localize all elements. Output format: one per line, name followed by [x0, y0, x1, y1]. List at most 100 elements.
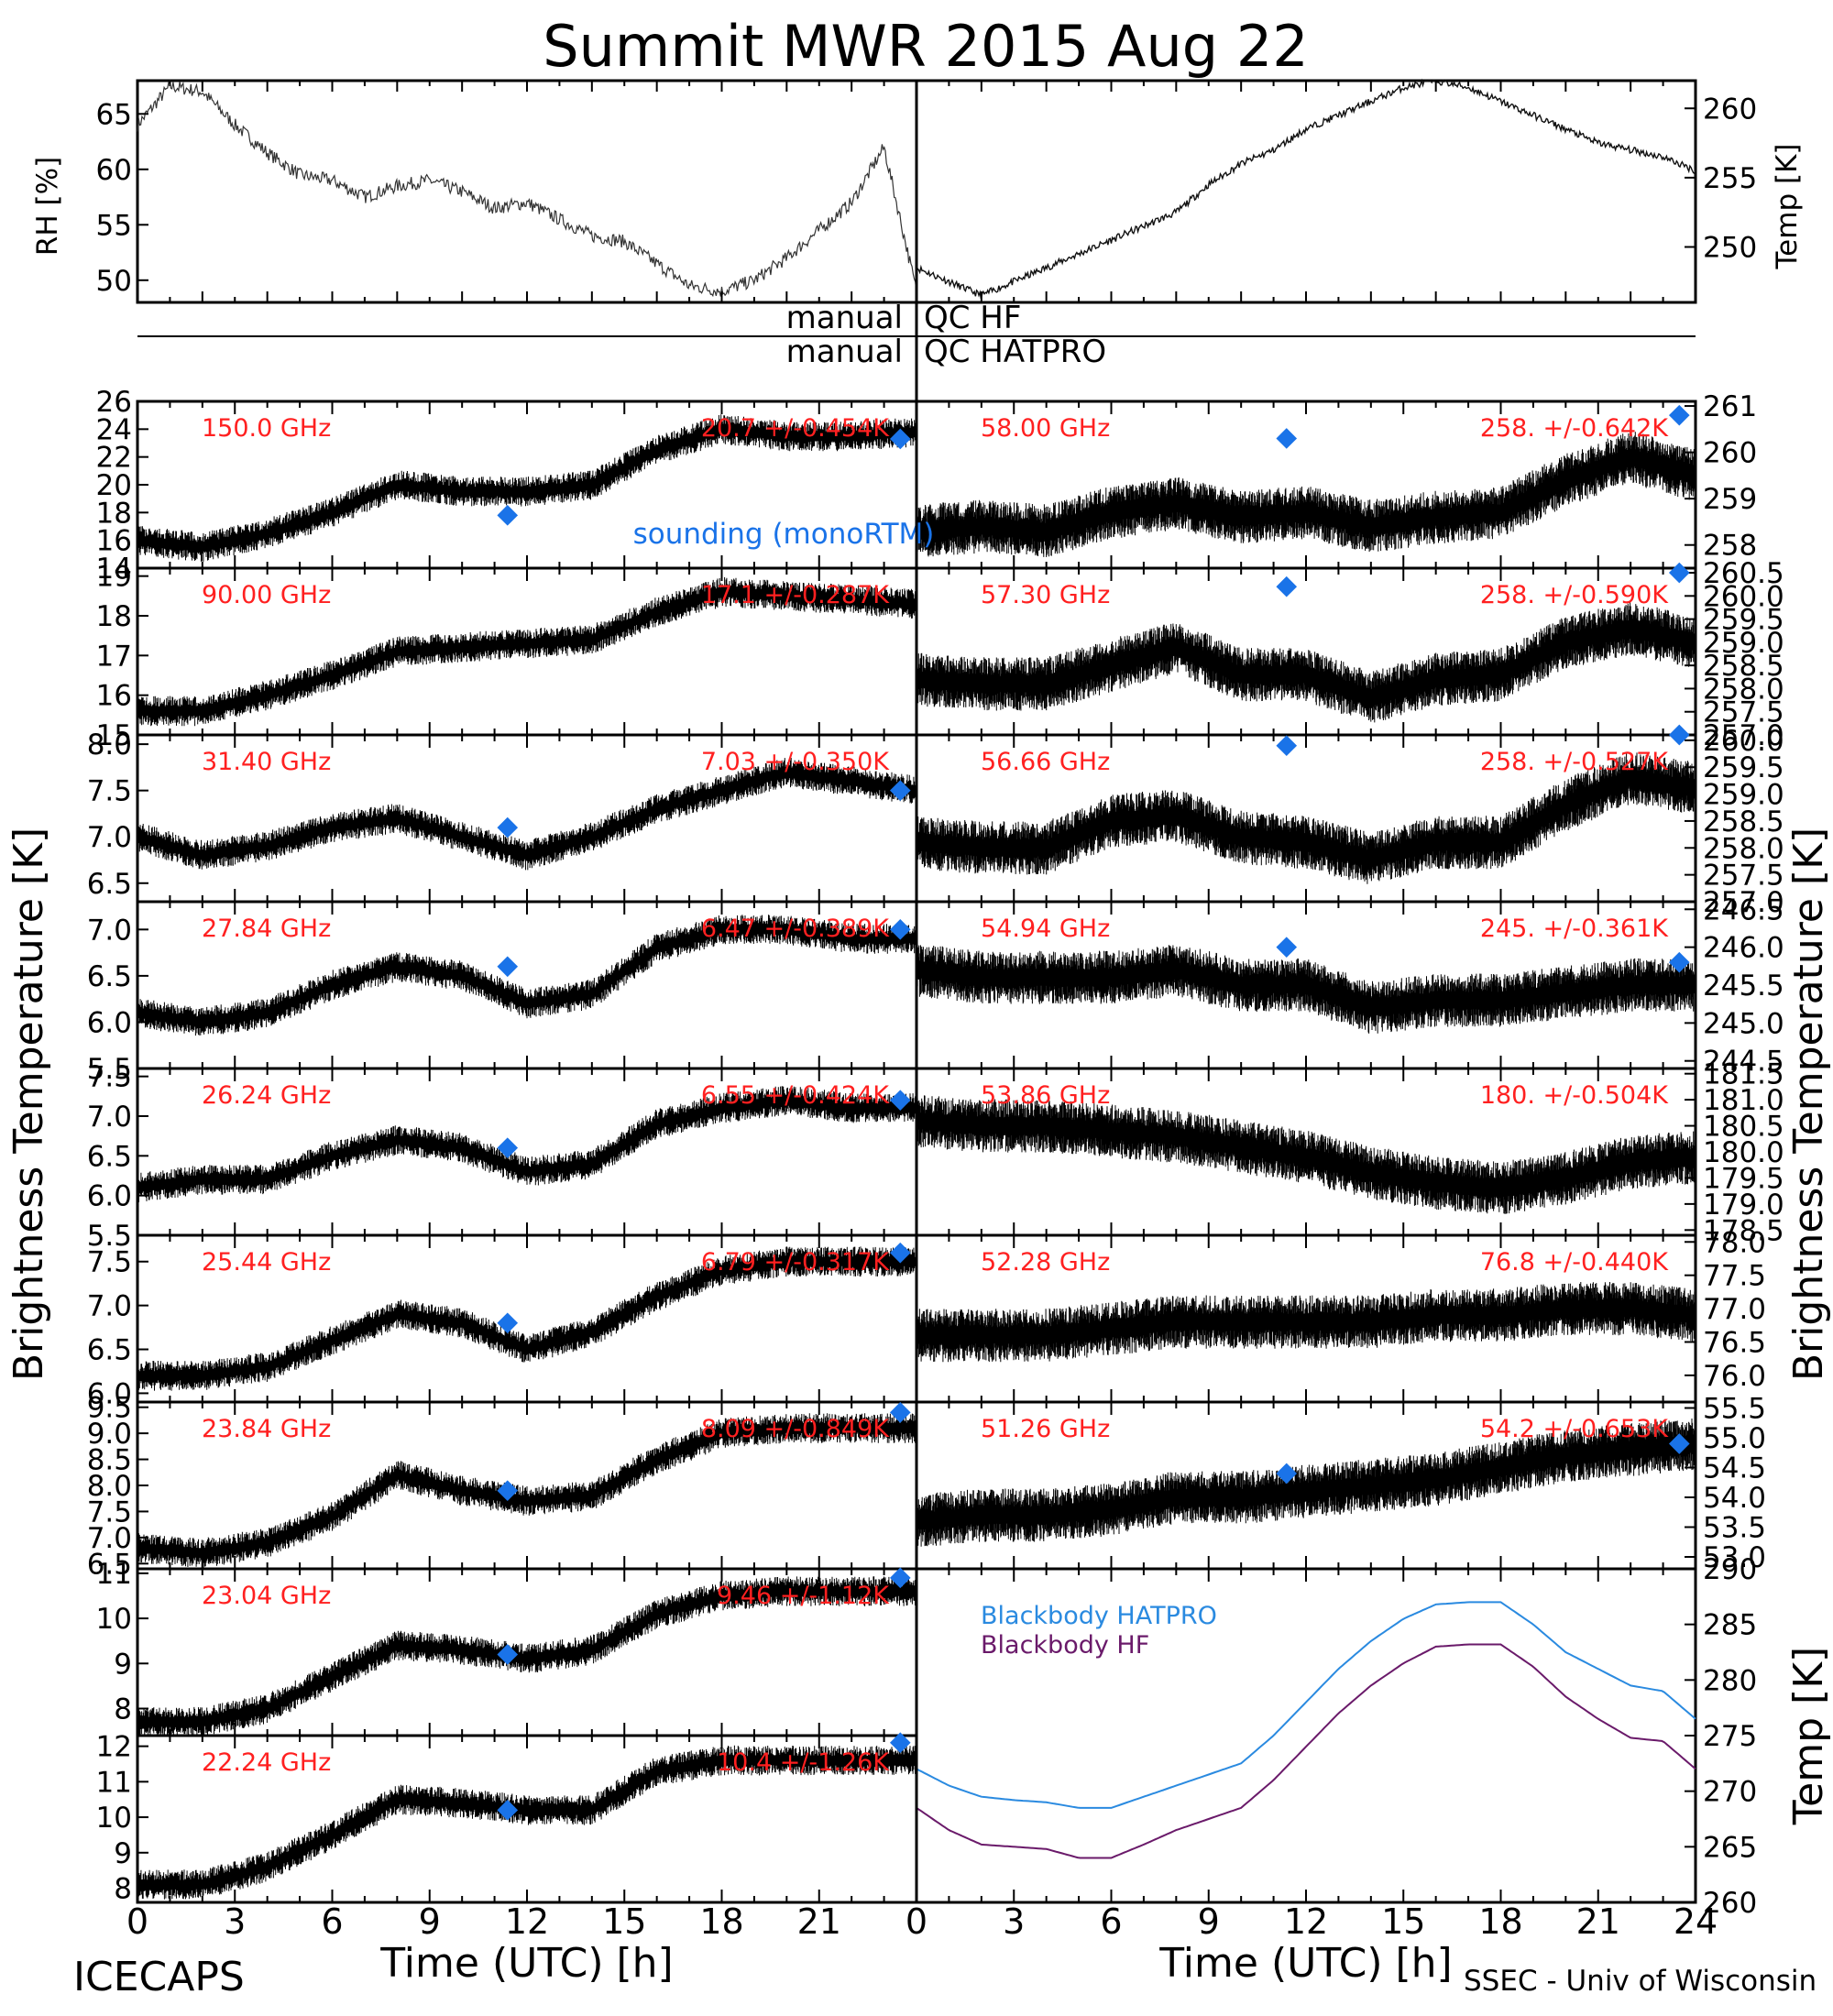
- channel-2624-frequency-label: 26.24 GHz: [202, 1081, 331, 1110]
- channel-2624-sounding-point: [497, 1137, 519, 1158]
- channel-2544-panel: 6.0 6.5 7.0 7.5 25.44 GHz 6.79 +/-0.317K: [87, 1233, 918, 1410]
- channel-5126-ytick-label: 55.5: [1703, 1393, 1766, 1426]
- channel-2784-ytick-label: 6.5: [87, 960, 132, 993]
- rh-series-line: [137, 80, 917, 298]
- channel-5800-ytick-label: 258: [1703, 530, 1757, 563]
- channel-2624-ytick-label: 5.5: [87, 1220, 132, 1253]
- qc-hf-label-right: QC HF: [924, 300, 1021, 336]
- channel-2624-series: [137, 1086, 917, 1202]
- rh-axis-label: RH [%]: [31, 157, 64, 256]
- x-tick-label: 24: [1674, 1901, 1718, 1942]
- channel-5800-sounding-point: [1276, 428, 1298, 449]
- channel-2784-ytick-label: 6.0: [87, 1006, 132, 1039]
- channel-5666-frequency-label: 56.66 GHz: [981, 748, 1110, 776]
- channel-5730-frequency-label: 57.30 GHz: [981, 581, 1110, 609]
- x-tick-label: 0: [906, 1901, 927, 1942]
- channel-2784-frequency-label: 27.84 GHz: [202, 915, 331, 943]
- channel-9000-frequency-label: 90.00 GHz: [202, 581, 331, 609]
- x-tick-label: 21: [797, 1901, 841, 1942]
- blackbody-series-line-1: [916, 1601, 1696, 1809]
- channel-1500-ytick-label: 14: [96, 553, 132, 586]
- x-axis-label-left: Time (UTC) [h]: [379, 1940, 673, 1987]
- channel-2224-stats-label: 10.4 +/-1.26K: [717, 1748, 890, 1777]
- channel-1500-frequency-label: 150.0 GHz: [202, 414, 331, 443]
- channel-9000-panel: 15 16 17 18 19 90.00 GHz 17.1 +/-0.287K: [96, 561, 918, 752]
- x-tick-label: 3: [224, 1901, 246, 1942]
- blackbody-ytick-label: 280: [1703, 1664, 1757, 1697]
- channel-2224-ytick-label: 10: [96, 1802, 132, 1835]
- sounding-label: sounding (monoRTM): [633, 518, 935, 551]
- channel-2304-sounding-point: [497, 1644, 519, 1665]
- channel-9000-ytick-label: 15: [96, 719, 132, 752]
- blackbody-ytick-label: 260: [1703, 1887, 1757, 1920]
- channel-1500-sounding-point: [889, 428, 911, 450]
- channel-2784-series: [137, 915, 917, 1036]
- channel-5494-panel: 244.5 245.0 245.5 246.0 246.5 54.94 GHz 245. +…: [915, 893, 1784, 1079]
- qc-hf-label-left: manual: [786, 300, 903, 336]
- rh-panel-frame: [136, 79, 918, 304]
- channel-5800-sounding-point: [1668, 404, 1690, 426]
- channel-2384-sounding-point: [889, 1402, 911, 1423]
- channel-2544-sounding-point: [497, 1312, 519, 1334]
- channel-2224-sounding-point: [889, 1732, 911, 1754]
- channel-5666-ytick-label: 259.0: [1703, 779, 1784, 812]
- channel-2304-series: [137, 1576, 917, 1736]
- x-tick-label: 3: [1003, 1901, 1025, 1942]
- channel-5730-series: [916, 601, 1696, 723]
- channel-3140-stats-label: 7.03 +/-0.350K: [701, 748, 890, 776]
- channel-2384-ytick-label: 7.5: [87, 1496, 132, 1528]
- channel-5494-series: [916, 945, 1696, 1034]
- channel-2544-stats-label: 6.79 +/-0.317K: [701, 1248, 890, 1276]
- temp-plot-area: 250 255 260: [916, 78, 1757, 302]
- temp-panel-frame: [915, 79, 1697, 304]
- temp-series-line: [916, 78, 1696, 300]
- channel-5228-ytick-label: 76.5: [1703, 1326, 1766, 1359]
- channel-3140-ytick-label: 8.0: [87, 729, 132, 761]
- channel-1500-ytick-label: 26: [96, 386, 132, 419]
- channel-9000-stats-label: 17.1 +/-0.287K: [701, 581, 890, 609]
- y-axis-label-left: Brightness Temperature [K]: [5, 827, 52, 1381]
- channel-5386-ytick-label: 180.0: [1703, 1136, 1784, 1169]
- channel-5494-ytick-label: 246.0: [1703, 932, 1784, 965]
- channel-2224-ytick-label: 9: [114, 1837, 132, 1870]
- channel-2384-ytick-label: 8.5: [87, 1444, 132, 1477]
- channel-2544-ytick-label: 7.5: [87, 1246, 132, 1279]
- channel-5228-series: [916, 1282, 1696, 1363]
- rh-ytick-label: 55: [96, 209, 132, 242]
- channel-1500-ytick-label: 22: [96, 442, 132, 475]
- channel-2384-ytick-label: 9.5: [87, 1392, 132, 1425]
- x-axis-ticks: 0 0 3 3 6 6 9 9 12 12 15 15 18 18 21 21 24: [126, 1901, 1718, 1942]
- temp-panel: 250 255 260 Temp [K]: [915, 78, 1804, 304]
- channel-5126-ytick-label: 55.0: [1703, 1422, 1766, 1455]
- channel-9000-ytick-label: 17: [96, 640, 132, 673]
- x-tick-label: 0: [126, 1901, 148, 1942]
- channel-2384-ytick-label: 9.0: [87, 1418, 132, 1451]
- channel-3140-ytick-label: 7.0: [87, 821, 132, 854]
- channel-2304-ytick-label: 10: [96, 1603, 132, 1636]
- rh-panel: 50 55 60 65 RH [%]: [31, 79, 918, 304]
- channel-5800-ytick-label: 261: [1703, 390, 1757, 423]
- channel-5730-ytick-label: 258.0: [1703, 673, 1784, 706]
- channel-5494-stats-label: 245. +/-0.361K: [1480, 915, 1669, 943]
- channel-3140-series: [137, 758, 917, 871]
- blackbody-legend-entry-1: Blackbody HATPRO: [981, 1602, 1217, 1630]
- channel-5666-ytick-label: 257.5: [1703, 860, 1784, 893]
- channel-5800-panel: 258 259 260 261 58.00 GHz 258. +/-0.642K: [915, 390, 1757, 570]
- channel-5228-stats-label: 76.8 +/-0.440K: [1480, 1248, 1669, 1276]
- channel-5730-sounding-point: [1276, 575, 1298, 597]
- channel-5494-ytick-label: 245.5: [1703, 970, 1784, 1003]
- channel-9000-ytick-label: 18: [96, 600, 132, 633]
- channel-2384-series: [137, 1413, 917, 1569]
- blackbody-ytick-label: 275: [1703, 1720, 1757, 1753]
- x-tick-label: 9: [419, 1901, 441, 1942]
- channel-1500-sounding-point: [497, 505, 519, 526]
- channel-5126-ytick-label: 54.0: [1703, 1482, 1766, 1515]
- channel-5800-series: [916, 432, 1696, 557]
- channel-5730-panel: 257.0257.5258.0258.5259.0259.5260.0260.5…: [915, 557, 1784, 752]
- temp-ytick-label: 255: [1703, 162, 1757, 195]
- channel-5730-sounding-point: [1668, 562, 1690, 584]
- x-tick-label: 12: [1284, 1901, 1328, 1942]
- blackbody-legend-entry-2: Blackbody HF: [981, 1631, 1149, 1660]
- channel-2304-sounding-point: [889, 1567, 911, 1589]
